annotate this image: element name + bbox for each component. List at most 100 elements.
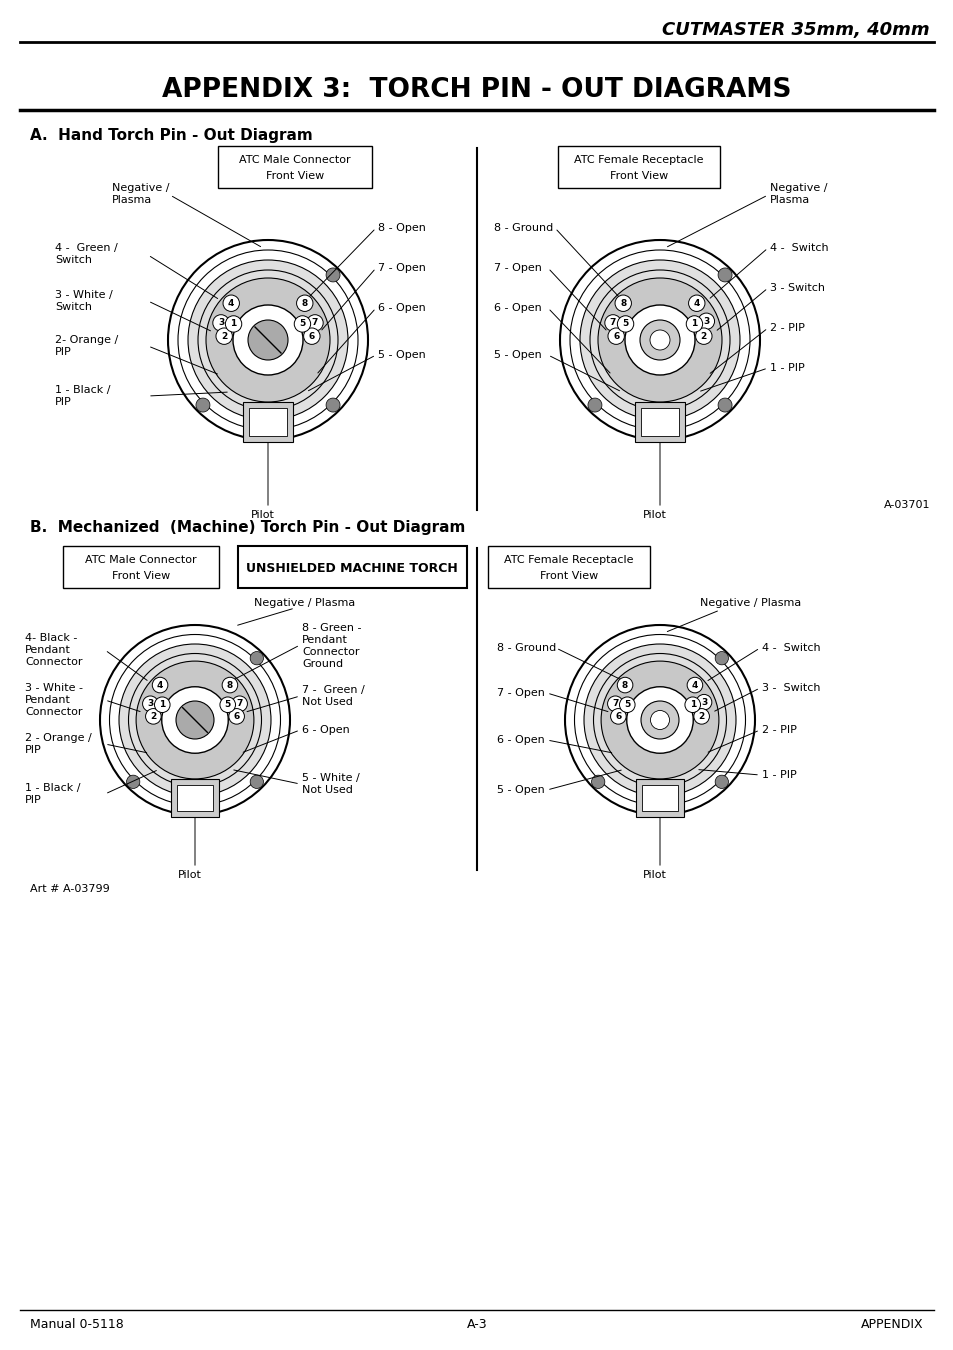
Text: A.  Hand Torch Pin - Out Diagram: A. Hand Torch Pin - Out Diagram (30, 128, 313, 143)
Circle shape (587, 398, 601, 412)
Text: 8: 8 (227, 680, 233, 690)
Text: 7 - Open: 7 - Open (494, 263, 541, 273)
Text: 8 - Open: 8 - Open (377, 223, 425, 234)
Circle shape (718, 398, 731, 412)
Circle shape (326, 398, 339, 412)
Text: Connector: Connector (25, 657, 82, 667)
Text: A-3: A-3 (466, 1319, 487, 1331)
Circle shape (693, 709, 709, 724)
Circle shape (162, 687, 228, 753)
Circle shape (685, 316, 702, 332)
Circle shape (686, 678, 702, 693)
Text: 4 -  Switch: 4 - Switch (769, 243, 828, 252)
Text: 8: 8 (619, 298, 626, 308)
Text: Negative /: Negative / (112, 184, 170, 193)
Text: 1 - Black /: 1 - Black / (25, 783, 80, 792)
Text: 3 -  Switch: 3 - Switch (761, 683, 820, 693)
Circle shape (593, 653, 726, 787)
Circle shape (119, 644, 271, 796)
Text: 5 - White /: 5 - White / (302, 774, 359, 783)
Circle shape (168, 240, 368, 440)
Text: A-03701: A-03701 (882, 500, 929, 510)
Text: 1 - Black /: 1 - Black / (55, 385, 111, 396)
Text: Pendant: Pendant (302, 634, 348, 645)
Text: 2 - PIP: 2 - PIP (769, 323, 804, 333)
Text: UNSHIELDED MACHINE TORCH: UNSHIELDED MACHINE TORCH (246, 562, 457, 575)
Text: ATC Female Receptacle: ATC Female Receptacle (574, 155, 703, 165)
Text: Ground: Ground (302, 659, 343, 670)
Text: 3: 3 (147, 699, 153, 709)
Circle shape (223, 296, 239, 312)
Text: Pilot: Pilot (178, 869, 202, 880)
Circle shape (640, 701, 679, 738)
Text: Negative /: Negative / (769, 184, 826, 193)
FancyBboxPatch shape (237, 545, 467, 589)
Circle shape (650, 710, 669, 729)
Text: 1: 1 (231, 320, 236, 328)
Text: Art # A-03799: Art # A-03799 (30, 884, 110, 894)
Text: 4: 4 (156, 680, 163, 690)
Circle shape (220, 697, 235, 713)
Text: 6: 6 (233, 711, 239, 721)
Circle shape (639, 320, 679, 360)
Circle shape (626, 687, 693, 753)
Circle shape (607, 328, 623, 344)
Text: 3 - White /: 3 - White / (55, 290, 112, 300)
Circle shape (684, 697, 700, 713)
Text: 5 - Open: 5 - Open (377, 350, 425, 360)
Text: 7 - Open: 7 - Open (377, 263, 425, 273)
Text: ATC Male Connector: ATC Male Connector (85, 555, 196, 566)
Text: APPENDIX 3:  TORCH PIN - OUT DIAGRAMS: APPENDIX 3: TORCH PIN - OUT DIAGRAMS (162, 77, 791, 103)
Text: 5: 5 (224, 701, 231, 709)
Text: B.  Mechanized  (Machine) Torch Pin - Out Diagram: B. Mechanized (Machine) Torch Pin - Out … (30, 520, 465, 535)
Text: 7: 7 (609, 319, 616, 328)
Text: Negative / Plasma: Negative / Plasma (254, 598, 355, 608)
Circle shape (698, 313, 714, 329)
Circle shape (617, 678, 632, 693)
Circle shape (564, 625, 754, 815)
Text: APPENDIX: APPENDIX (861, 1319, 923, 1331)
Text: 3 - White -: 3 - White - (25, 683, 83, 693)
Text: 4: 4 (228, 298, 234, 308)
Circle shape (615, 296, 631, 312)
Circle shape (610, 709, 625, 724)
Bar (249, 408, 287, 436)
Text: 4- Black -: 4- Black - (25, 633, 77, 643)
FancyBboxPatch shape (63, 545, 219, 589)
Circle shape (175, 701, 213, 738)
Text: 8: 8 (301, 298, 308, 308)
Text: Front View: Front View (539, 571, 598, 580)
Bar (636, 779, 683, 817)
Text: 5 - Open: 5 - Open (494, 350, 541, 360)
Text: 2: 2 (150, 711, 156, 721)
Circle shape (618, 697, 635, 713)
Text: PIP: PIP (25, 795, 42, 805)
Text: 1 - PIP: 1 - PIP (761, 769, 796, 780)
Circle shape (303, 328, 319, 344)
Circle shape (250, 775, 263, 788)
Text: 4: 4 (691, 680, 698, 690)
Circle shape (559, 240, 760, 440)
Text: 7: 7 (312, 319, 318, 328)
Circle shape (583, 644, 735, 796)
Text: Pilot: Pilot (251, 510, 274, 520)
Circle shape (232, 697, 247, 711)
Circle shape (215, 328, 233, 344)
Circle shape (142, 697, 158, 711)
Text: 1 - PIP: 1 - PIP (769, 363, 804, 373)
Circle shape (178, 250, 357, 431)
Bar (641, 784, 678, 811)
Text: 3: 3 (702, 317, 709, 325)
Circle shape (233, 305, 303, 375)
FancyBboxPatch shape (558, 146, 720, 188)
Text: ATC Male Connector: ATC Male Connector (239, 155, 351, 165)
FancyBboxPatch shape (488, 545, 649, 589)
Text: Front View: Front View (609, 171, 667, 181)
Circle shape (715, 652, 728, 664)
Circle shape (688, 296, 704, 312)
Text: Not Used: Not Used (302, 697, 353, 707)
Text: 1: 1 (159, 701, 165, 709)
Text: 6: 6 (309, 332, 314, 340)
Text: 6 - Open: 6 - Open (497, 734, 544, 745)
Text: 4 -  Switch: 4 - Switch (761, 643, 820, 653)
